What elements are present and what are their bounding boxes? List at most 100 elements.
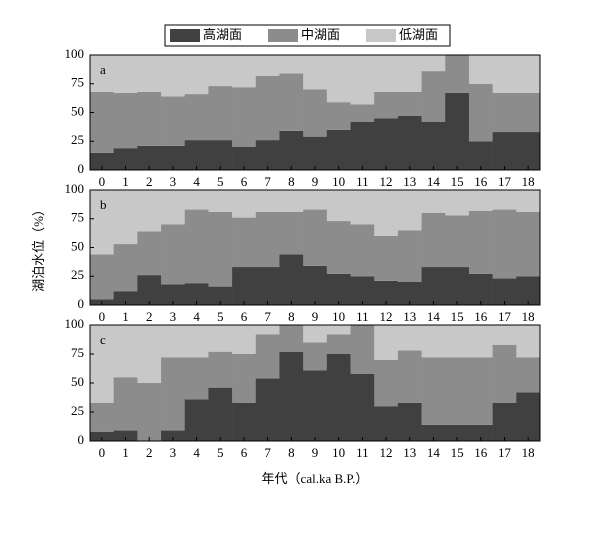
bar-segment	[374, 55, 399, 92]
bar-segment	[397, 91, 422, 116]
bar-segment	[326, 325, 351, 335]
bar-segment	[208, 286, 233, 305]
x-tick-label: 14	[427, 309, 441, 324]
legend-swatch	[170, 29, 200, 42]
bar-segment	[492, 132, 517, 170]
bar-segment	[445, 190, 470, 216]
bar-segment	[161, 145, 186, 170]
bar-segment	[161, 284, 186, 305]
bar-segment	[232, 217, 257, 268]
bar-segment	[232, 147, 257, 170]
bar-segment	[90, 325, 114, 403]
bar-segment	[113, 325, 138, 378]
bar-segment	[232, 87, 257, 147]
bar-segment	[421, 55, 446, 72]
bar-segment	[421, 121, 446, 170]
y-tick-label: 25	[71, 132, 84, 147]
x-tick-label: 15	[451, 309, 464, 324]
bar-segment	[184, 55, 209, 95]
bar-segment	[208, 55, 233, 87]
bar-segment	[326, 273, 351, 305]
bar-segment	[303, 370, 328, 441]
bar-segment	[255, 190, 280, 212]
x-tick-label: 13	[403, 445, 416, 460]
bar-segment	[137, 383, 162, 441]
y-tick-label: 100	[65, 46, 85, 61]
axes-frame	[89, 189, 541, 306]
x-tick-label: 4	[193, 174, 200, 189]
bar-segment	[90, 91, 114, 153]
bar-segment	[279, 325, 304, 352]
bar-segment	[445, 55, 470, 93]
bar-segment	[184, 190, 209, 210]
bar-segment	[374, 190, 399, 236]
y-tick-label: 100	[65, 181, 85, 196]
bar-segment	[279, 55, 304, 74]
bar-segment	[303, 190, 328, 210]
x-tick-label: 7	[264, 309, 271, 324]
x-tick-label: 3	[170, 309, 177, 324]
bar-segment	[350, 325, 375, 374]
bar-segment	[303, 89, 328, 137]
x-axis-label: 年代（cal.ka B.P.）	[262, 471, 369, 486]
bar-segment	[232, 267, 257, 305]
bar-segment	[255, 211, 280, 268]
legend-label: 中湖面	[301, 27, 340, 42]
bar-segment	[161, 96, 186, 146]
bar-segment	[468, 210, 493, 274]
x-tick-label: 9	[312, 174, 319, 189]
bar-segment	[137, 190, 162, 232]
bar-segment	[326, 221, 351, 274]
bar-segment	[161, 55, 186, 97]
x-tick-label: 3	[170, 174, 177, 189]
x-tick-label: 11	[356, 174, 369, 189]
bar-segment	[255, 378, 280, 441]
bar-segment	[208, 351, 233, 388]
bar-segment	[161, 357, 186, 431]
bar-segment	[255, 55, 280, 76]
x-tick-label: 6	[241, 309, 248, 324]
bar-segment	[113, 190, 138, 245]
x-tick-label: 6	[241, 174, 248, 189]
x-tick-label: 5	[217, 309, 224, 324]
bar-segment	[161, 224, 186, 285]
bar-segment	[137, 325, 162, 383]
x-tick-label: 8	[288, 174, 295, 189]
x-tick-label: 2	[146, 445, 153, 460]
bar-segment	[255, 334, 280, 379]
x-tick-label: 0	[99, 309, 106, 324]
bar-segment	[255, 140, 280, 170]
x-tick-label: 2	[146, 174, 153, 189]
bar-segment	[90, 254, 114, 300]
bar-segment	[516, 190, 541, 212]
x-tick-label: 9	[312, 309, 319, 324]
bar-segment	[113, 148, 138, 170]
bar-segment	[279, 254, 304, 305]
bar-segment	[421, 424, 446, 441]
y-tick-label: 25	[71, 267, 84, 282]
bar-segment	[468, 55, 493, 84]
x-tick-label: 12	[380, 445, 393, 460]
bar-segment	[161, 325, 186, 358]
bar-segment	[137, 55, 162, 92]
x-tick-label: 1	[122, 309, 129, 324]
x-tick-label: 18	[522, 174, 535, 189]
bar-segment	[113, 55, 138, 93]
bar-segment	[303, 55, 328, 90]
x-tick-label: 15	[451, 445, 464, 460]
legend-swatch	[366, 29, 396, 42]
x-tick-label: 12	[380, 174, 393, 189]
bar-segment	[326, 190, 351, 222]
bar-segment	[232, 402, 257, 441]
bar-segment	[397, 115, 422, 170]
x-tick-label: 13	[403, 174, 416, 189]
bar-segment	[374, 91, 399, 119]
x-tick-label: 1	[122, 445, 129, 460]
bar-segment	[468, 83, 493, 142]
y-tick-label: 75	[71, 75, 84, 90]
bar-segment	[350, 276, 375, 305]
legend-label: 低湖面	[399, 27, 438, 42]
bar-segment	[208, 325, 233, 352]
bar-segment	[137, 91, 162, 146]
x-tick-label: 0	[99, 174, 106, 189]
